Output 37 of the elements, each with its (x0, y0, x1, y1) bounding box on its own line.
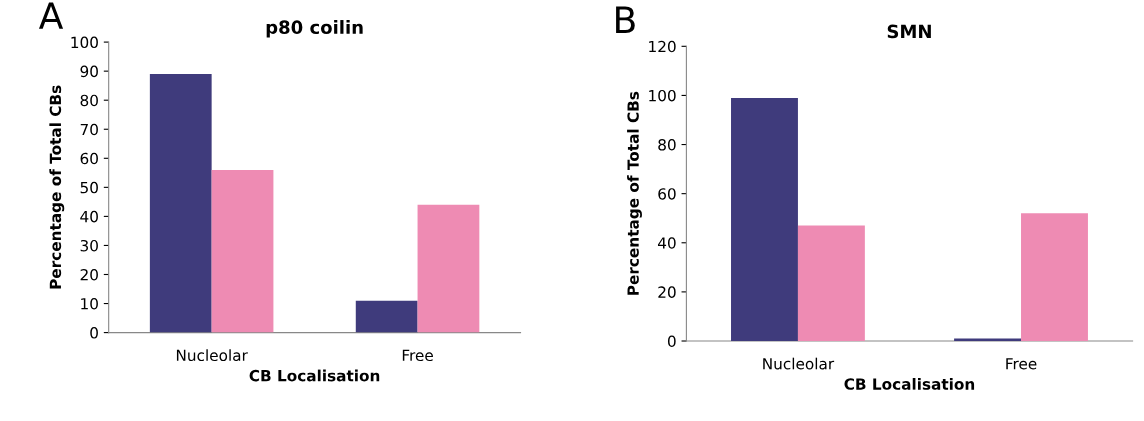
bar (355, 300, 418, 333)
bar (211, 169, 274, 333)
y-tick-label: 80 (658, 139, 676, 151)
y-tick-label: 100 (71, 36, 98, 49)
y-tick-label: 10 (81, 298, 98, 310)
y-tick-label: 80 (80, 94, 98, 107)
x-axis-title: CB Localisation (844, 378, 975, 390)
y-tick-label: 70 (80, 123, 98, 136)
y-tick-label: 40 (657, 237, 676, 249)
y-axis-title: Percentage of Total CBs (49, 85, 65, 289)
text: B (616, 6, 635, 33)
chart-title: p80 coilin (266, 20, 363, 38)
bar (149, 74, 212, 333)
y-tick-label: 50 (80, 181, 98, 194)
y-tick-label: 60 (658, 188, 676, 200)
bar (797, 225, 865, 342)
bar (1021, 213, 1088, 342)
y-tick-label: 20 (80, 268, 98, 281)
y-tick-label: 0 (667, 335, 676, 348)
y-tick-label: 90 (80, 65, 98, 78)
y-tick-label: 100 (649, 89, 676, 102)
x-tick-label: Free (1006, 358, 1037, 370)
x-tick-label: Free (402, 349, 433, 362)
y-tick-label: 120 (649, 40, 676, 53)
y-tick-label: 30 (80, 239, 98, 252)
y-tick-label: 60 (80, 152, 98, 165)
y-tick-label: 20 (658, 286, 676, 298)
x-axis-title: CB Localisation (249, 369, 380, 382)
y-tick-label: 0 (90, 327, 98, 339)
y-axis-title: Percentage of Total CBs (627, 91, 642, 295)
bar (731, 97, 798, 342)
y-tick-label: 40 (80, 210, 98, 223)
x-tick-label: Nucleolar (763, 357, 835, 370)
chart-title: SMN (887, 24, 931, 39)
bar (417, 204, 480, 333)
text: A (38, 2, 64, 29)
x-tick-label: Nucleolar (176, 349, 248, 362)
